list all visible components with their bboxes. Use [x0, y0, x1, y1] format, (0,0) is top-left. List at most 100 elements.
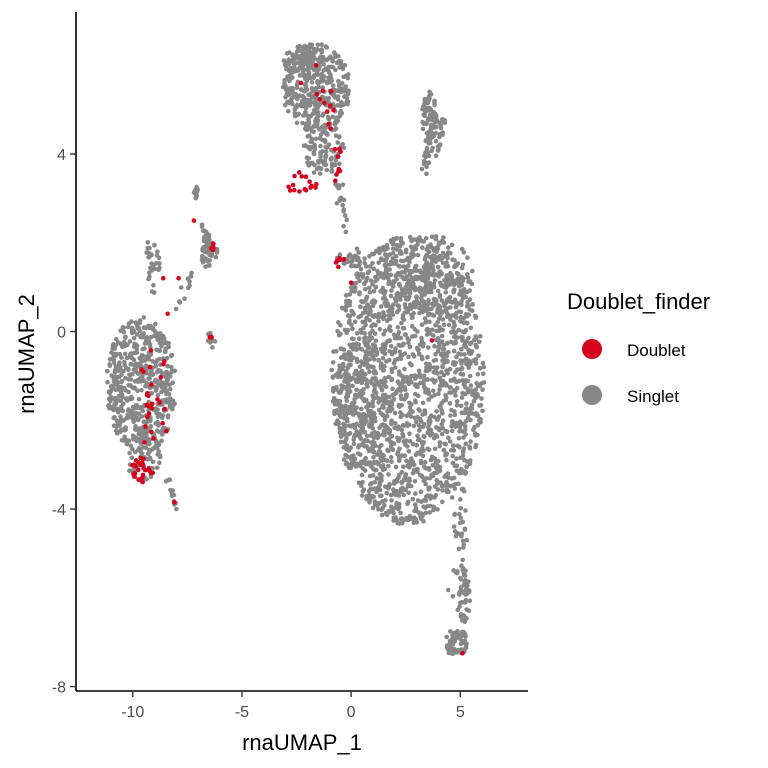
- singlet-point: [386, 472, 391, 477]
- singlet-point: [422, 434, 427, 440]
- singlet-point: [450, 419, 455, 424]
- singlet-point: [447, 401, 453, 406]
- doublet-point: [140, 472, 146, 478]
- singlet-point: [456, 351, 461, 357]
- singlet-point: [447, 390, 452, 395]
- doublet-point: [150, 401, 155, 407]
- singlet-point: [319, 79, 325, 84]
- singlet-point: [320, 149, 325, 154]
- singlet-point: [300, 66, 306, 72]
- singlet-point: [134, 350, 140, 355]
- singlet-point: [460, 329, 465, 334]
- singlet-point: [358, 267, 364, 272]
- singlet-point: [157, 265, 162, 271]
- singlet-point: [287, 86, 292, 91]
- singlet-point: [454, 270, 460, 276]
- singlet-point: [182, 296, 187, 302]
- singlet-point: [338, 414, 343, 420]
- singlet-point: [439, 369, 444, 375]
- doublet-point: [141, 456, 146, 462]
- singlet-point: [398, 353, 403, 359]
- singlet-point: [392, 410, 398, 416]
- doublet-point: [136, 477, 141, 483]
- singlet-point: [399, 469, 405, 475]
- singlet-point: [420, 400, 426, 406]
- singlet-point: [387, 338, 393, 344]
- singlet-point: [372, 331, 378, 337]
- singlet-point: [444, 298, 450, 303]
- singlet-point: [437, 292, 443, 298]
- singlet-point: [400, 275, 405, 280]
- singlet-point: [456, 648, 462, 653]
- singlet-point: [475, 422, 481, 428]
- singlet-point: [168, 353, 174, 359]
- singlet-point: [367, 264, 373, 269]
- singlet-point: [352, 456, 358, 462]
- singlet-point: [459, 265, 465, 271]
- singlet-point: [398, 510, 403, 516]
- singlet-point: [382, 295, 387, 300]
- singlet-point: [430, 145, 435, 151]
- singlet-point: [287, 50, 292, 55]
- singlet-point: [452, 486, 458, 491]
- singlet-point: [404, 276, 409, 282]
- singlet-point: [338, 374, 344, 380]
- singlet-point: [387, 374, 392, 380]
- singlet-point: [308, 144, 313, 150]
- singlet-point: [388, 434, 394, 439]
- singlet-point: [342, 63, 348, 68]
- singlet-point: [446, 245, 451, 250]
- singlet-point: [336, 419, 341, 425]
- singlet-point: [413, 502, 418, 507]
- singlet-point: [330, 360, 336, 365]
- singlet-point: [431, 507, 436, 513]
- singlet-point: [308, 114, 313, 119]
- singlet-point: [454, 420, 459, 426]
- singlet-point: [444, 634, 450, 640]
- singlet-point: [402, 302, 408, 307]
- singlet-point: [344, 431, 349, 437]
- singlet-point: [459, 410, 465, 416]
- singlet-point: [440, 488, 445, 493]
- singlet-point: [123, 334, 128, 340]
- doublet-point: [287, 188, 293, 193]
- singlet-point: [349, 308, 354, 314]
- doublet-point: [139, 367, 144, 372]
- y-tick-label: 4: [57, 147, 66, 164]
- singlet-point: [303, 73, 309, 78]
- singlet-point: [116, 398, 122, 403]
- singlet-point: [116, 384, 121, 390]
- singlet-point: [319, 50, 325, 55]
- singlet-point: [414, 442, 420, 448]
- singlet-point: [299, 49, 305, 54]
- singlet-point: [457, 429, 462, 434]
- singlet-point: [418, 460, 424, 466]
- singlet-point: [458, 506, 464, 511]
- singlet-point: [428, 126, 434, 132]
- singlet-point: [402, 366, 407, 372]
- singlet-point: [378, 384, 383, 389]
- singlet-point: [427, 93, 432, 99]
- singlet-point: [294, 82, 300, 87]
- singlet-point: [478, 403, 484, 408]
- singlet-point: [323, 153, 328, 159]
- singlet-point: [389, 440, 394, 445]
- singlet-point: [371, 395, 376, 400]
- singlet-point: [344, 96, 350, 101]
- singlet-point: [366, 269, 372, 274]
- singlet-point: [462, 381, 467, 387]
- singlet-point: [367, 318, 372, 323]
- singlet-point: [440, 250, 446, 256]
- singlet-point: [347, 318, 352, 324]
- singlet-point: [158, 368, 163, 374]
- singlet-point: [289, 101, 295, 107]
- singlet-point: [363, 335, 369, 340]
- singlet-point: [329, 367, 335, 373]
- singlet-point: [433, 234, 439, 239]
- doublet-point: [138, 462, 143, 468]
- singlet-point: [371, 251, 377, 257]
- singlet-point: [354, 359, 360, 365]
- singlet-point: [409, 362, 414, 368]
- singlet-point: [354, 405, 360, 410]
- doublet-point: [335, 154, 341, 159]
